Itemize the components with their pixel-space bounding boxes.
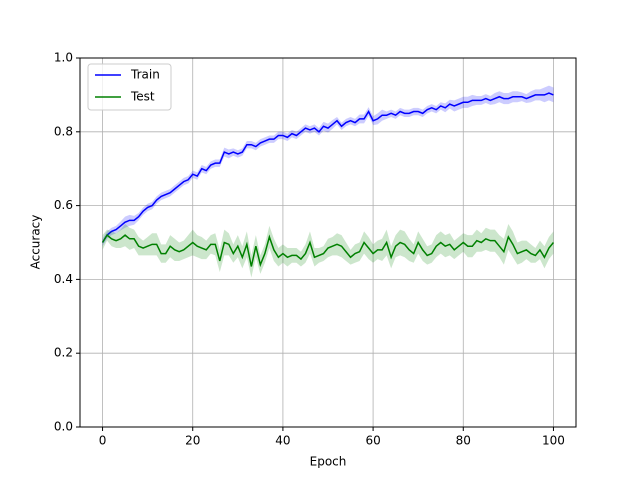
- axes-frame: [79, 57, 577, 428]
- legend-label: Test: [130, 90, 155, 104]
- x-tick-label: 0: [99, 434, 107, 448]
- y-tick-label: 0.4: [54, 272, 73, 286]
- band: [102, 85, 554, 247]
- band: [102, 224, 554, 278]
- legend-label: Train: [130, 68, 160, 82]
- y-tick-label: 0.6: [54, 198, 73, 212]
- y-axis-label: Accuracy: [29, 215, 43, 270]
- x-tick-label: 40: [275, 434, 290, 448]
- y-tick-label: 0.0: [54, 420, 73, 434]
- line: [101, 92, 554, 243]
- y-tick-label: 1.0: [54, 51, 73, 65]
- line: [101, 233, 555, 268]
- x-tick-label: 20: [185, 434, 200, 448]
- y-tick-label: 0.2: [54, 346, 73, 360]
- x-tick-label: 80: [456, 434, 471, 448]
- x-tick-label: 100: [542, 434, 565, 448]
- x-tick-label: 60: [365, 434, 380, 448]
- x-axis-label: Epoch: [310, 455, 347, 469]
- y-tick-label: 0.8: [54, 124, 73, 138]
